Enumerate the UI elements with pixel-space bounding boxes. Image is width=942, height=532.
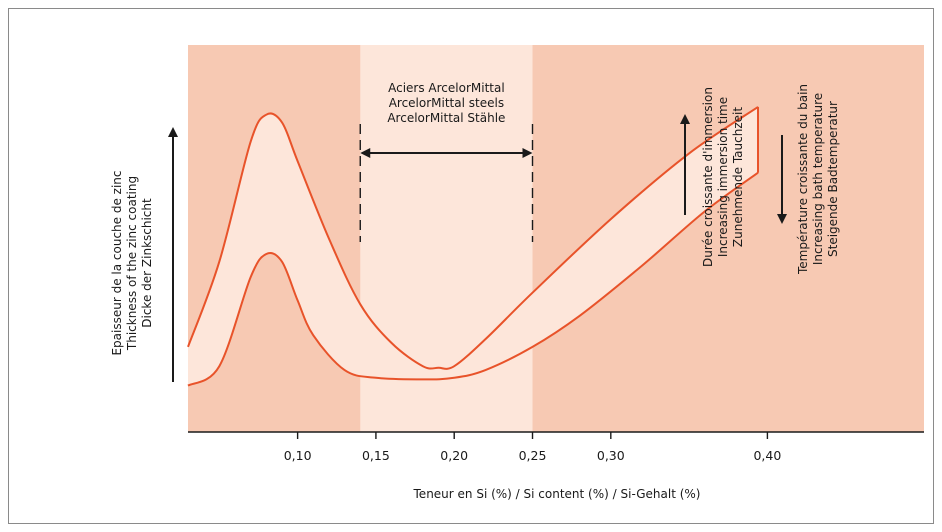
x-axis-ticks: 0,10 0,15 0,20 0,25 0,30 0,40 — [284, 432, 781, 463]
y-axis-label: Epaisseur de la couche de zinc Thickness … — [110, 170, 154, 355]
band-label-line: Aciers ArcelorMittal — [388, 81, 505, 95]
x-axis-label: Teneur en Si (%) / Si content (%) / Si-G… — [413, 487, 701, 501]
immersion-line: Increasing immersion time — [716, 97, 730, 257]
x-tick-label: 0,15 — [362, 448, 390, 463]
temperature-line: Increasing bath temperature — [811, 93, 825, 265]
figure-frame — [8, 8, 934, 524]
x-tick-label: 0,10 — [284, 448, 312, 463]
immersion-line: Zunehmende Tauchzeit — [731, 107, 745, 247]
temperature-annotation: Température croissante du bain Increasing… — [796, 84, 840, 275]
x-tick-label: 0,30 — [597, 448, 625, 463]
immersion-annotation: Durée croissante d'immersion Increasing i… — [701, 87, 745, 267]
temperature-line: Température croissante du bain — [796, 84, 810, 275]
y-label-line: Dicke der Zinkschicht — [140, 198, 154, 328]
y-label-line: Epaisseur de la couche de zinc — [110, 170, 124, 355]
x-tick-label: 0,40 — [753, 448, 781, 463]
y-label-line: Thickness of the zinc coating — [125, 176, 139, 351]
upper-curve — [187, 106, 759, 370]
x-tick-label: 0,20 — [440, 448, 468, 463]
temperature-line: Steigende Badtemperatur — [826, 101, 840, 257]
coating-range-fill — [188, 106, 758, 386]
x-tick-label: 0,25 — [519, 448, 547, 463]
band-label-line: ArcelorMittal steels — [389, 96, 504, 110]
lower-curve — [187, 171, 759, 387]
immersion-line: Durée croissante d'immersion — [701, 87, 715, 267]
band-label-line: ArcelorMittal Stähle — [387, 111, 505, 125]
